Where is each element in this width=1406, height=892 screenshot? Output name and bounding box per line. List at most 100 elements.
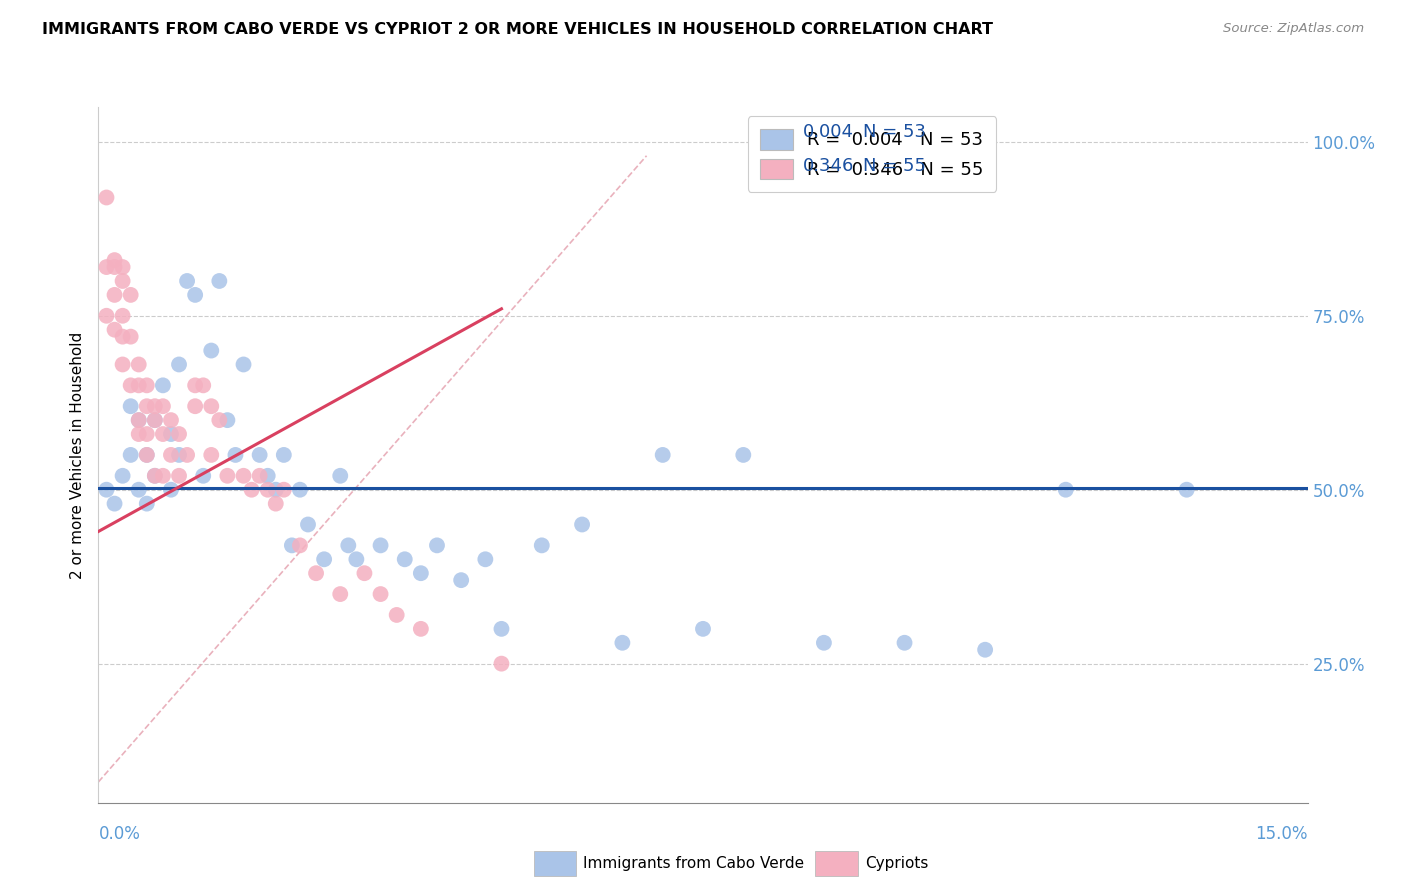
Point xyxy=(143,468,166,483)
Point xyxy=(135,427,157,442)
Point xyxy=(152,468,174,483)
Point xyxy=(160,413,183,427)
Point xyxy=(249,468,271,483)
Point xyxy=(120,288,142,302)
Point xyxy=(167,468,190,483)
Point xyxy=(200,448,222,462)
Text: 15.0%: 15.0% xyxy=(1256,825,1308,843)
Point xyxy=(111,358,134,372)
Point xyxy=(426,538,449,552)
Point xyxy=(273,448,295,462)
Point xyxy=(135,497,157,511)
Point xyxy=(491,657,513,671)
Text: N = 55: N = 55 xyxy=(863,157,925,175)
Point xyxy=(103,288,125,302)
Point xyxy=(370,587,392,601)
Point xyxy=(111,274,134,288)
Point xyxy=(143,413,166,427)
Point xyxy=(128,427,150,442)
Point xyxy=(160,448,183,462)
Point xyxy=(103,253,125,268)
Point xyxy=(103,323,125,337)
Point xyxy=(240,483,263,497)
Point xyxy=(120,399,142,413)
Point xyxy=(103,497,125,511)
Point xyxy=(135,378,157,392)
Point xyxy=(571,517,593,532)
Point xyxy=(474,552,496,566)
Point xyxy=(1054,483,1077,497)
Point xyxy=(160,427,183,442)
Point xyxy=(344,552,367,566)
Point xyxy=(217,468,239,483)
Point xyxy=(128,413,150,427)
Point xyxy=(193,378,215,392)
Point xyxy=(135,399,157,413)
Point xyxy=(651,448,673,462)
Point xyxy=(135,448,157,462)
Point xyxy=(224,448,246,462)
Point xyxy=(152,378,174,392)
Point xyxy=(264,483,287,497)
Point xyxy=(184,288,207,302)
Point xyxy=(281,538,304,552)
Point xyxy=(329,587,352,601)
Text: 0.0%: 0.0% xyxy=(98,825,141,843)
Y-axis label: 2 or more Vehicles in Household: 2 or more Vehicles in Household xyxy=(70,331,86,579)
Point xyxy=(297,517,319,532)
Point xyxy=(128,358,150,372)
Point xyxy=(184,378,207,392)
Point xyxy=(184,399,207,413)
Point xyxy=(143,399,166,413)
Point xyxy=(305,566,328,581)
Point xyxy=(450,573,472,587)
Point xyxy=(217,413,239,427)
Point xyxy=(103,260,125,274)
Point xyxy=(530,538,553,552)
Point xyxy=(135,448,157,462)
Point xyxy=(232,358,254,372)
Point xyxy=(733,448,755,462)
Point xyxy=(314,552,336,566)
Point xyxy=(256,468,278,483)
Point xyxy=(256,483,278,497)
Point xyxy=(111,260,134,274)
Point xyxy=(232,468,254,483)
Point xyxy=(249,448,271,462)
Point xyxy=(200,343,222,358)
Text: N = 53: N = 53 xyxy=(863,123,925,141)
Point xyxy=(176,448,198,462)
Point xyxy=(974,642,997,657)
Point xyxy=(385,607,408,622)
Text: IMMIGRANTS FROM CABO VERDE VS CYPRIOT 2 OR MORE VEHICLES IN HOUSEHOLD CORRELATIO: IMMIGRANTS FROM CABO VERDE VS CYPRIOT 2 … xyxy=(42,22,993,37)
Point xyxy=(120,448,142,462)
Point xyxy=(337,538,360,552)
Point xyxy=(409,566,432,581)
Text: Immigrants from Cabo Verde: Immigrants from Cabo Verde xyxy=(583,856,804,871)
Point xyxy=(288,538,311,552)
Point xyxy=(128,378,150,392)
Point xyxy=(200,399,222,413)
Legend: R =  0.004   N = 53, R =  0.346   N = 55: R = 0.004 N = 53, R = 0.346 N = 55 xyxy=(748,116,997,192)
Point xyxy=(1175,483,1198,497)
Point xyxy=(111,309,134,323)
Point xyxy=(120,329,142,343)
Point xyxy=(329,468,352,483)
Point xyxy=(96,483,118,497)
Text: Cypriots: Cypriots xyxy=(865,856,928,871)
Point xyxy=(893,636,915,650)
Point xyxy=(160,483,183,497)
Text: 0.004: 0.004 xyxy=(803,123,853,141)
Point xyxy=(167,448,190,462)
Point xyxy=(128,483,150,497)
Text: Source: ZipAtlas.com: Source: ZipAtlas.com xyxy=(1223,22,1364,36)
Point xyxy=(353,566,375,581)
Point xyxy=(612,636,634,650)
Point xyxy=(143,413,166,427)
Point xyxy=(143,468,166,483)
Point xyxy=(193,468,215,483)
Point xyxy=(96,309,118,323)
Point xyxy=(96,190,118,204)
Point xyxy=(273,483,295,497)
Point xyxy=(152,427,174,442)
